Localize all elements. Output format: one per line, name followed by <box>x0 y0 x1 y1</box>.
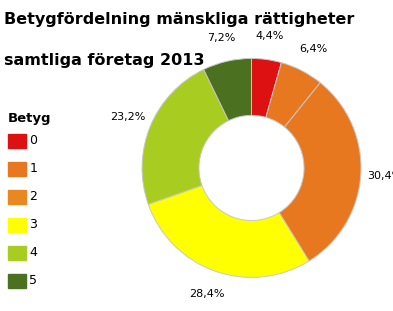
Text: 0: 0 <box>29 134 37 147</box>
Wedge shape <box>252 58 281 117</box>
Text: samtliga företag 2013: samtliga företag 2013 <box>4 53 204 68</box>
Text: Betyg: Betyg <box>8 112 51 125</box>
Wedge shape <box>142 69 229 204</box>
Text: Betygfördelning mänskliga rättigheter: Betygfördelning mänskliga rättigheter <box>4 12 354 27</box>
Wedge shape <box>266 63 320 127</box>
Text: 7,2%: 7,2% <box>208 33 236 43</box>
Text: 4: 4 <box>29 246 37 259</box>
Text: 28,4%: 28,4% <box>189 289 225 299</box>
Text: 3: 3 <box>29 218 37 231</box>
Text: 1: 1 <box>29 162 37 175</box>
Text: 23,2%: 23,2% <box>110 112 146 122</box>
Text: 2: 2 <box>29 190 37 203</box>
Wedge shape <box>279 83 361 261</box>
Wedge shape <box>204 58 252 121</box>
Text: 5: 5 <box>29 274 37 287</box>
Text: 6,4%: 6,4% <box>299 44 327 54</box>
Wedge shape <box>148 185 309 277</box>
Text: 30,4%: 30,4% <box>367 171 393 181</box>
Text: 4,4%: 4,4% <box>256 31 284 41</box>
